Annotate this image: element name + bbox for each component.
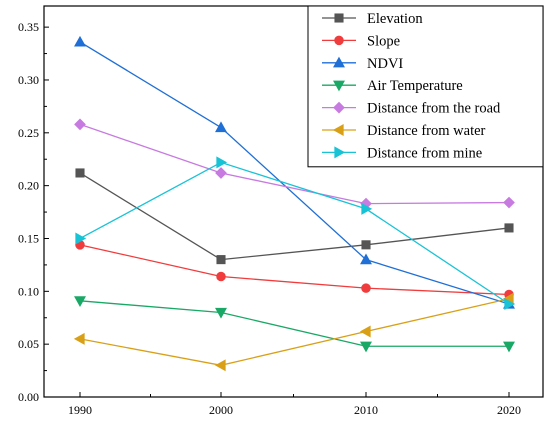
data-point	[73, 332, 85, 345]
series-line	[79, 172, 510, 261]
series-layer	[73, 35, 516, 372]
series-line	[79, 300, 509, 347]
data-point	[75, 232, 87, 245]
axes: 0.00 0.05 0.10 0.15 0.20 0.25 0.30 0.35 1990 2000…	[18, 5, 544, 417]
legend-label: Distance from the road	[367, 101, 501, 117]
data-point	[361, 283, 371, 293]
data-point	[215, 121, 227, 133]
legend-label: Slope	[367, 33, 400, 49]
series-slope	[75, 240, 514, 300]
legend-label: Distance from water	[367, 123, 486, 139]
y-tick-label: 0.35	[18, 20, 39, 34]
legend-label: Distance from mine	[367, 145, 482, 161]
y-tick-label: 0.30	[18, 73, 39, 87]
legend-item: Slope	[322, 33, 400, 49]
series-distance-from-the-road	[74, 118, 515, 210]
legend-label: Elevation	[367, 11, 423, 27]
legend-marker	[334, 146, 346, 159]
series-distance-from-mine	[75, 156, 516, 310]
data-point	[504, 223, 514, 233]
legend-marker	[332, 124, 344, 136]
data-point	[504, 298, 516, 310]
data-point	[74, 35, 86, 47]
legend-label: Air Temperature	[367, 78, 463, 94]
data-point	[74, 118, 86, 131]
x-tick-label: 2010	[354, 403, 378, 417]
data-point	[214, 359, 226, 372]
series-elevation	[75, 168, 514, 265]
legend-marker	[333, 56, 345, 68]
data-point	[359, 325, 371, 338]
series-line	[79, 123, 510, 205]
legend-marker	[333, 80, 345, 92]
data-point	[216, 156, 228, 169]
y-tick-label: 0.25	[18, 126, 39, 140]
data-point	[360, 253, 372, 265]
legend-box	[307, 5, 544, 168]
data-point	[215, 167, 227, 179]
data-point	[216, 255, 226, 265]
data-point	[503, 196, 515, 209]
series-line	[79, 161, 510, 305]
legend-item: Distance from mine	[322, 145, 482, 161]
legend-item: Distance from the road	[322, 101, 501, 117]
data-point	[503, 341, 515, 353]
legend-item: Distance from water	[322, 123, 486, 139]
legend-marker	[334, 35, 344, 46]
y-tick-label: 0.15	[18, 231, 39, 245]
series-line	[79, 244, 510, 296]
data-point	[360, 341, 372, 353]
series-line	[79, 41, 510, 305]
legend-marker	[334, 13, 344, 23]
legend: Elevation Slope NDVI Air Temperature Distanc…	[307, 5, 544, 168]
data-point	[361, 202, 373, 215]
legend-item: NDVI	[322, 56, 403, 72]
series-distance-from-water	[73, 292, 514, 372]
data-point	[361, 240, 371, 250]
legend-marker	[333, 101, 345, 114]
data-point	[74, 296, 86, 307]
y-tick-label: 0.10	[18, 284, 39, 298]
y-tick-label: 0.05	[18, 337, 39, 351]
x-tick-label: 1990	[68, 403, 92, 417]
series-line	[79, 298, 510, 366]
y-tick-label: 0.20	[18, 179, 39, 193]
legend-item: Air Temperature	[322, 78, 463, 94]
data-point	[75, 168, 85, 178]
y-tick-label: 0.00	[18, 390, 39, 404]
x-tick-label: 2000	[209, 403, 233, 417]
legend-label: NDVI	[367, 56, 403, 72]
data-point	[216, 271, 226, 282]
legend-item: Elevation	[322, 11, 423, 27]
series-air-temperature	[74, 296, 515, 353]
data-point	[215, 307, 227, 319]
x-tick-label: 2020	[497, 403, 521, 417]
